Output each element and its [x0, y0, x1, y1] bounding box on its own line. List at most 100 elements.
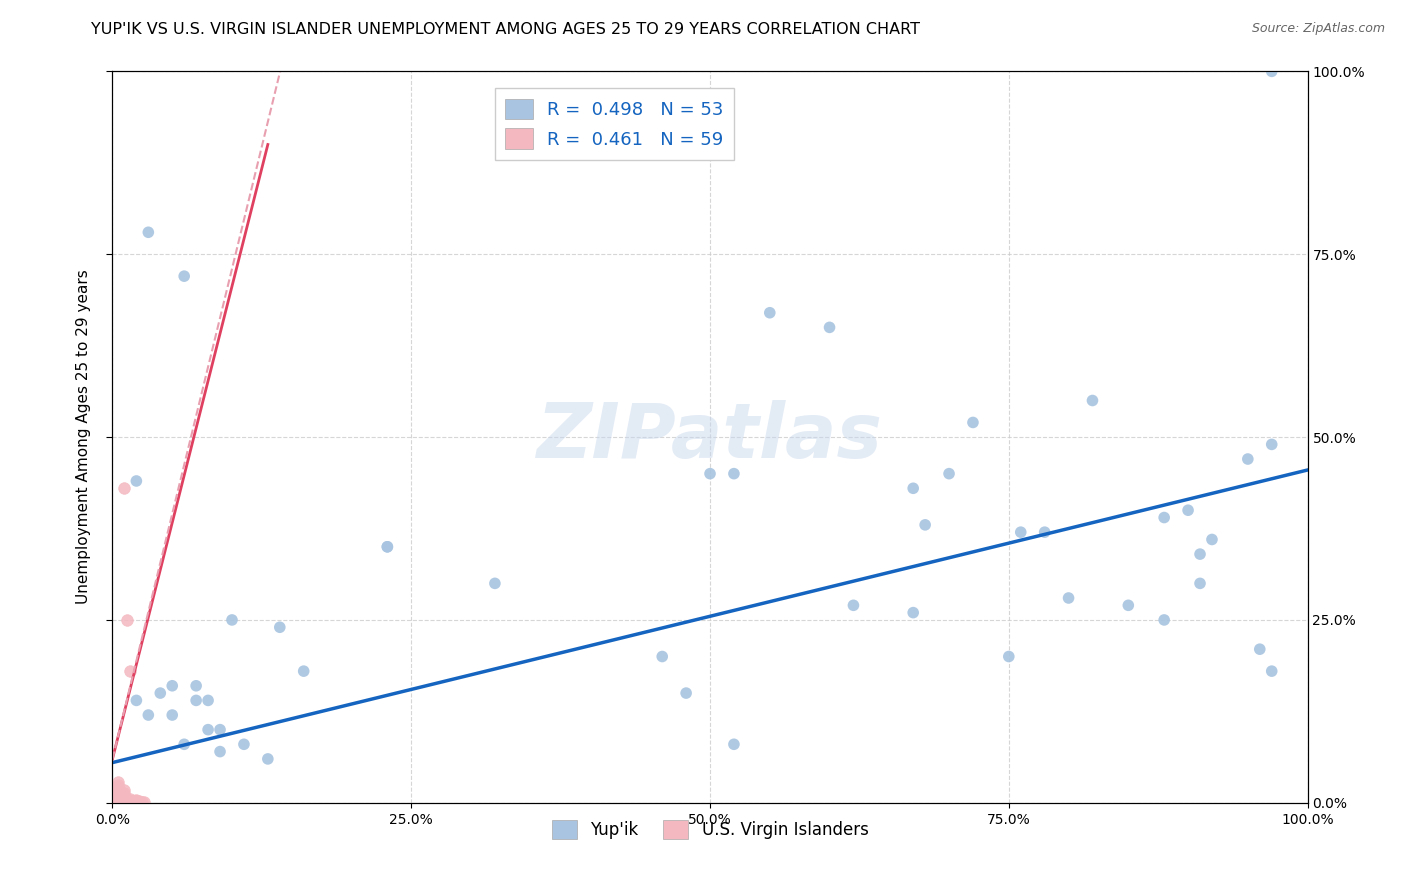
Point	[112, 788, 135, 802]
Point	[117, 793, 139, 807]
Point	[209, 745, 232, 759]
Point	[221, 613, 243, 627]
Text: ZIPatlas: ZIPatlas	[537, 401, 883, 474]
Point	[723, 467, 745, 481]
Point	[114, 794, 135, 808]
Point	[121, 794, 143, 808]
Point	[998, 649, 1021, 664]
Point	[107, 796, 129, 810]
Point	[114, 788, 135, 802]
Point	[818, 320, 841, 334]
Point	[107, 775, 129, 789]
Point	[651, 649, 673, 664]
Point	[1118, 599, 1140, 613]
Point	[842, 599, 865, 613]
Point	[484, 576, 506, 591]
Point	[122, 794, 145, 808]
Point	[1153, 510, 1175, 524]
Point	[377, 540, 399, 554]
Point	[112, 790, 135, 805]
Point	[128, 795, 150, 809]
Legend: Yup'ik, U.S. Virgin Islanders: Yup'ik, U.S. Virgin Islanders	[546, 814, 875, 846]
Point	[107, 796, 129, 810]
Point	[197, 723, 219, 737]
Point	[173, 269, 195, 284]
Point	[1237, 452, 1260, 467]
Point	[115, 792, 138, 806]
Point	[125, 693, 148, 707]
Point	[128, 794, 150, 808]
Point	[107, 796, 129, 810]
Point	[107, 796, 129, 810]
Point	[1033, 525, 1056, 540]
Text: YUP'IK VS U.S. VIRGIN ISLANDER UNEMPLOYMENT AMONG AGES 25 TO 29 YEARS CORRELATIO: YUP'IK VS U.S. VIRGIN ISLANDER UNEMPLOYM…	[91, 22, 921, 37]
Point	[107, 796, 129, 810]
Point	[233, 737, 256, 751]
Point	[107, 781, 129, 796]
Point	[122, 794, 145, 808]
Point	[110, 785, 132, 799]
Point	[759, 306, 782, 320]
Point	[111, 793, 134, 807]
Point	[107, 787, 129, 801]
Point	[138, 225, 160, 239]
Point	[114, 783, 135, 797]
Point	[120, 795, 142, 809]
Point	[107, 796, 129, 810]
Point	[107, 789, 129, 803]
Point	[162, 708, 183, 723]
Point	[1057, 591, 1080, 605]
Y-axis label: Unemployment Among Ages 25 to 29 years: Unemployment Among Ages 25 to 29 years	[76, 269, 91, 605]
Point	[903, 606, 925, 620]
Point	[115, 794, 138, 808]
Point	[903, 481, 925, 495]
Point	[209, 723, 232, 737]
Point	[107, 796, 129, 810]
Point	[1177, 503, 1199, 517]
Point	[107, 794, 129, 808]
Point	[117, 794, 139, 808]
Point	[125, 793, 148, 807]
Point	[173, 737, 195, 751]
Point	[186, 679, 208, 693]
Point	[107, 782, 129, 797]
Point	[125, 794, 148, 808]
Point	[292, 664, 315, 678]
Point	[149, 686, 172, 700]
Point	[114, 481, 135, 495]
Point	[1201, 533, 1223, 547]
Point	[114, 786, 135, 800]
Point	[1153, 613, 1175, 627]
Point	[121, 795, 143, 809]
Point	[125, 794, 148, 808]
Point	[110, 792, 132, 806]
Point	[111, 789, 134, 804]
Point	[107, 790, 129, 805]
Point	[107, 785, 129, 799]
Point	[107, 796, 129, 810]
Point	[110, 789, 132, 803]
Point	[675, 686, 697, 700]
Point	[107, 796, 129, 810]
Point	[1189, 547, 1212, 561]
Point	[124, 795, 146, 809]
Point	[1261, 64, 1284, 78]
Point	[1189, 576, 1212, 591]
Point	[114, 789, 135, 804]
Point	[723, 737, 745, 751]
Point	[377, 540, 399, 554]
Point	[1081, 393, 1104, 408]
Point	[107, 780, 129, 794]
Point	[197, 693, 219, 707]
Point	[914, 517, 936, 532]
Point	[114, 792, 135, 806]
Point	[257, 752, 280, 766]
Point	[111, 787, 134, 801]
Point	[107, 778, 129, 792]
Text: Source: ZipAtlas.com: Source: ZipAtlas.com	[1251, 22, 1385, 36]
Point	[162, 679, 183, 693]
Point	[938, 467, 960, 481]
Point	[115, 613, 138, 627]
Point	[125, 474, 148, 488]
Point	[269, 620, 291, 634]
